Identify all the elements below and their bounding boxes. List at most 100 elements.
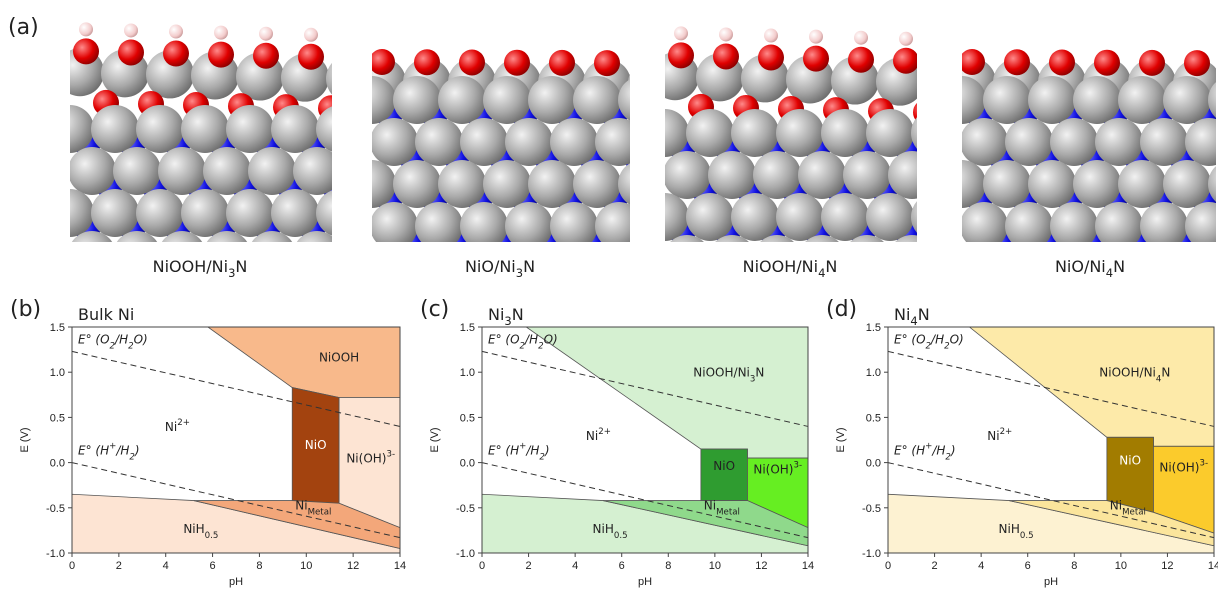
panel-label: (b) (10, 297, 41, 322)
atom (163, 40, 189, 67)
atom (296, 231, 332, 242)
label-part: /H (930, 332, 944, 346)
line-label: E° (H+/H2) (894, 442, 956, 463)
region-label: NiO (305, 438, 327, 452)
label-part: N (755, 366, 764, 380)
label-part: 3 (228, 266, 235, 280)
label-part: 2+ (177, 418, 190, 428)
atom (899, 31, 913, 46)
atom (665, 151, 711, 199)
atom (1140, 202, 1188, 242)
x-tick-label: 8 (665, 560, 671, 572)
label-part: NiH (999, 522, 1020, 536)
atom (226, 189, 274, 237)
atom (70, 105, 94, 153)
atom (893, 47, 917, 74)
line-label: E° (H+/H2) (488, 442, 550, 463)
label-part: E° (O (488, 332, 520, 346)
label-part: /H (525, 444, 539, 458)
atom (214, 25, 228, 40)
atom (158, 147, 206, 195)
y-tick-label: -0.5 (456, 503, 475, 515)
label-part: 2+ (598, 427, 611, 437)
atom (1185, 118, 1216, 166)
atom (113, 147, 161, 195)
atom (665, 109, 689, 157)
y-tick-label: -0.5 (46, 503, 65, 515)
label-part: O) (950, 332, 964, 346)
label-part: N (523, 257, 535, 276)
label-part: NiO (1119, 453, 1141, 467)
atom (674, 26, 688, 41)
atom (1118, 160, 1166, 208)
label-part: 2 (520, 341, 526, 351)
atom (1004, 49, 1030, 76)
x-tick-label: 6 (1025, 560, 1031, 572)
atom (226, 105, 274, 153)
label-part: NiO/Ni (1055, 257, 1106, 276)
atom (913, 102, 917, 122)
atom (372, 160, 396, 208)
atom (573, 76, 621, 124)
label-part: O) (134, 332, 148, 346)
atom (293, 147, 332, 195)
atom (595, 118, 630, 166)
label-part: NiOOH/Ni (1099, 366, 1156, 380)
x-tick-label: 14 (802, 560, 814, 572)
atom (758, 44, 784, 71)
atom (731, 193, 779, 241)
region-label: Ni(OH)3- (346, 450, 395, 466)
atom (372, 49, 395, 76)
label-part: E° (H (894, 444, 925, 458)
atom (414, 49, 440, 76)
label-part: N (1161, 366, 1170, 380)
label-part: /H (114, 332, 128, 346)
y-tick-label: 1.0 (50, 367, 65, 379)
label-part: N (918, 305, 930, 324)
x-tick-label: 2 (932, 560, 938, 572)
label-part: + (519, 442, 526, 452)
x-tick-label: 12 (755, 560, 767, 572)
atom (505, 202, 553, 242)
y-tick-label: 1.5 (460, 322, 475, 334)
label-part: 3- (1200, 459, 1209, 469)
structure-caption: NiO/Ni4N (1055, 257, 1125, 280)
panel-label: (d) (826, 297, 857, 322)
label-part: ) (950, 444, 956, 458)
atom (343, 45, 369, 71)
atom (1028, 76, 1076, 124)
plot-frame (71, 326, 401, 554)
atom (731, 109, 779, 157)
region-label: NiO (1119, 453, 1141, 467)
atom (1049, 49, 1075, 76)
region-label: NiMetal (295, 499, 331, 518)
reference-line (887, 350, 1215, 427)
atom (962, 202, 1008, 242)
atom (1208, 166, 1216, 202)
atom (665, 193, 689, 241)
label-part: 0.5 (205, 531, 219, 541)
label-part: Ni (295, 499, 307, 513)
label-part: ) (544, 444, 550, 458)
x-tick-label: 4 (572, 560, 578, 572)
label-part: 4 (818, 266, 825, 280)
atom (803, 45, 829, 72)
label-part: N (512, 305, 524, 324)
x-tick-label: 8 (256, 560, 262, 572)
region-label: Ni(OH)3- (1159, 459, 1208, 475)
atom (71, 231, 113, 242)
atom (372, 76, 396, 124)
atom (1028, 160, 1076, 208)
label-part: E° (O (78, 332, 110, 346)
atom (91, 105, 139, 153)
line-label: E° (H+/H2) (78, 442, 140, 463)
atom (1050, 202, 1098, 242)
label-part: NiOOH/Ni (153, 257, 228, 276)
atom (1005, 118, 1053, 166)
structure (665, 26, 917, 242)
label-part: E° (O (894, 332, 926, 346)
atom (618, 79, 630, 121)
atom (70, 147, 116, 195)
y-axis-label: E (V) (835, 427, 847, 452)
label-part: 2 (539, 453, 545, 463)
